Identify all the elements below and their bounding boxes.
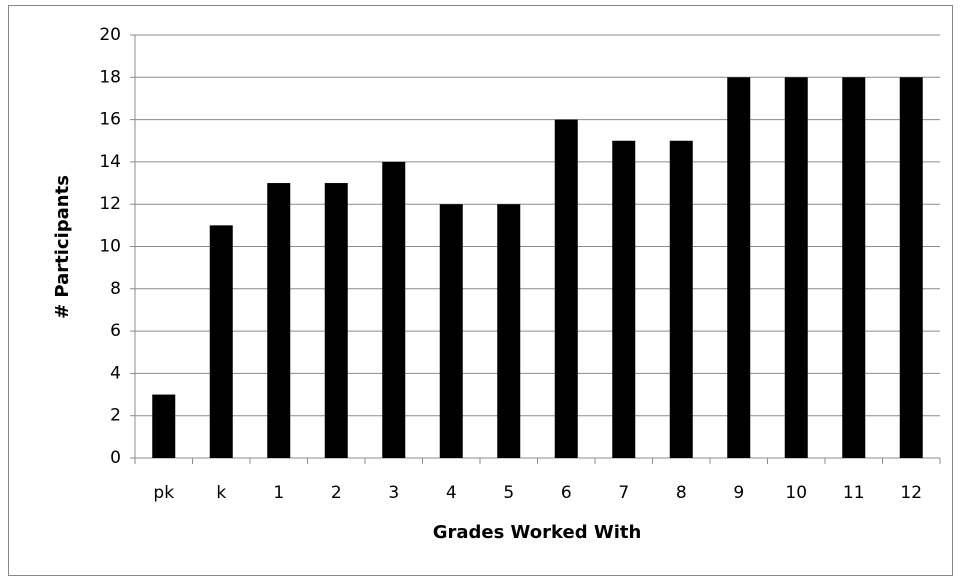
y-tick-label: 18	[99, 67, 121, 87]
x-tick-label: pk	[153, 483, 174, 503]
bar	[267, 183, 291, 459]
bar	[554, 119, 578, 458]
bar	[382, 161, 406, 458]
x-tick-label: 1	[273, 483, 284, 503]
bar	[669, 140, 693, 458]
bar	[439, 204, 463, 458]
y-tick-label: 6	[110, 321, 121, 341]
y-tick-label: 0	[110, 448, 121, 468]
y-axis-title: # Participants	[52, 175, 73, 319]
bar	[842, 77, 866, 459]
y-tick-label: 2	[110, 406, 121, 426]
x-tick-label: 2	[331, 483, 342, 503]
y-tick-label: 14	[99, 152, 121, 172]
bar	[209, 225, 233, 458]
x-tick-label: 10	[785, 483, 807, 503]
x-tick-label: 6	[561, 483, 572, 503]
bar	[497, 204, 521, 458]
x-axis-title: Grades Worked With	[433, 522, 642, 543]
bar	[727, 77, 751, 459]
x-tick-label: 9	[733, 483, 744, 503]
x-tick-label: k	[216, 483, 226, 503]
chart-border	[8, 5, 953, 576]
x-tick-label: 12	[900, 483, 922, 503]
bar	[324, 183, 348, 459]
y-tick-label: 8	[110, 279, 121, 299]
x-tick-label: 8	[676, 483, 687, 503]
bar	[899, 77, 923, 459]
x-tick-label: 5	[503, 483, 514, 503]
y-tick-label: 20	[99, 25, 121, 45]
bar	[152, 394, 176, 458]
x-tick-label: 7	[618, 483, 629, 503]
x-tick-label: 4	[446, 483, 457, 503]
x-tick-label: 11	[843, 483, 865, 503]
x-tick-label: 3	[388, 483, 399, 503]
bar	[612, 140, 636, 458]
y-tick-label: 12	[99, 194, 121, 214]
y-tick-label: 16	[99, 110, 121, 130]
y-tick-label: 10	[99, 237, 121, 257]
bar	[784, 77, 808, 459]
y-tick-label: 4	[110, 363, 121, 383]
